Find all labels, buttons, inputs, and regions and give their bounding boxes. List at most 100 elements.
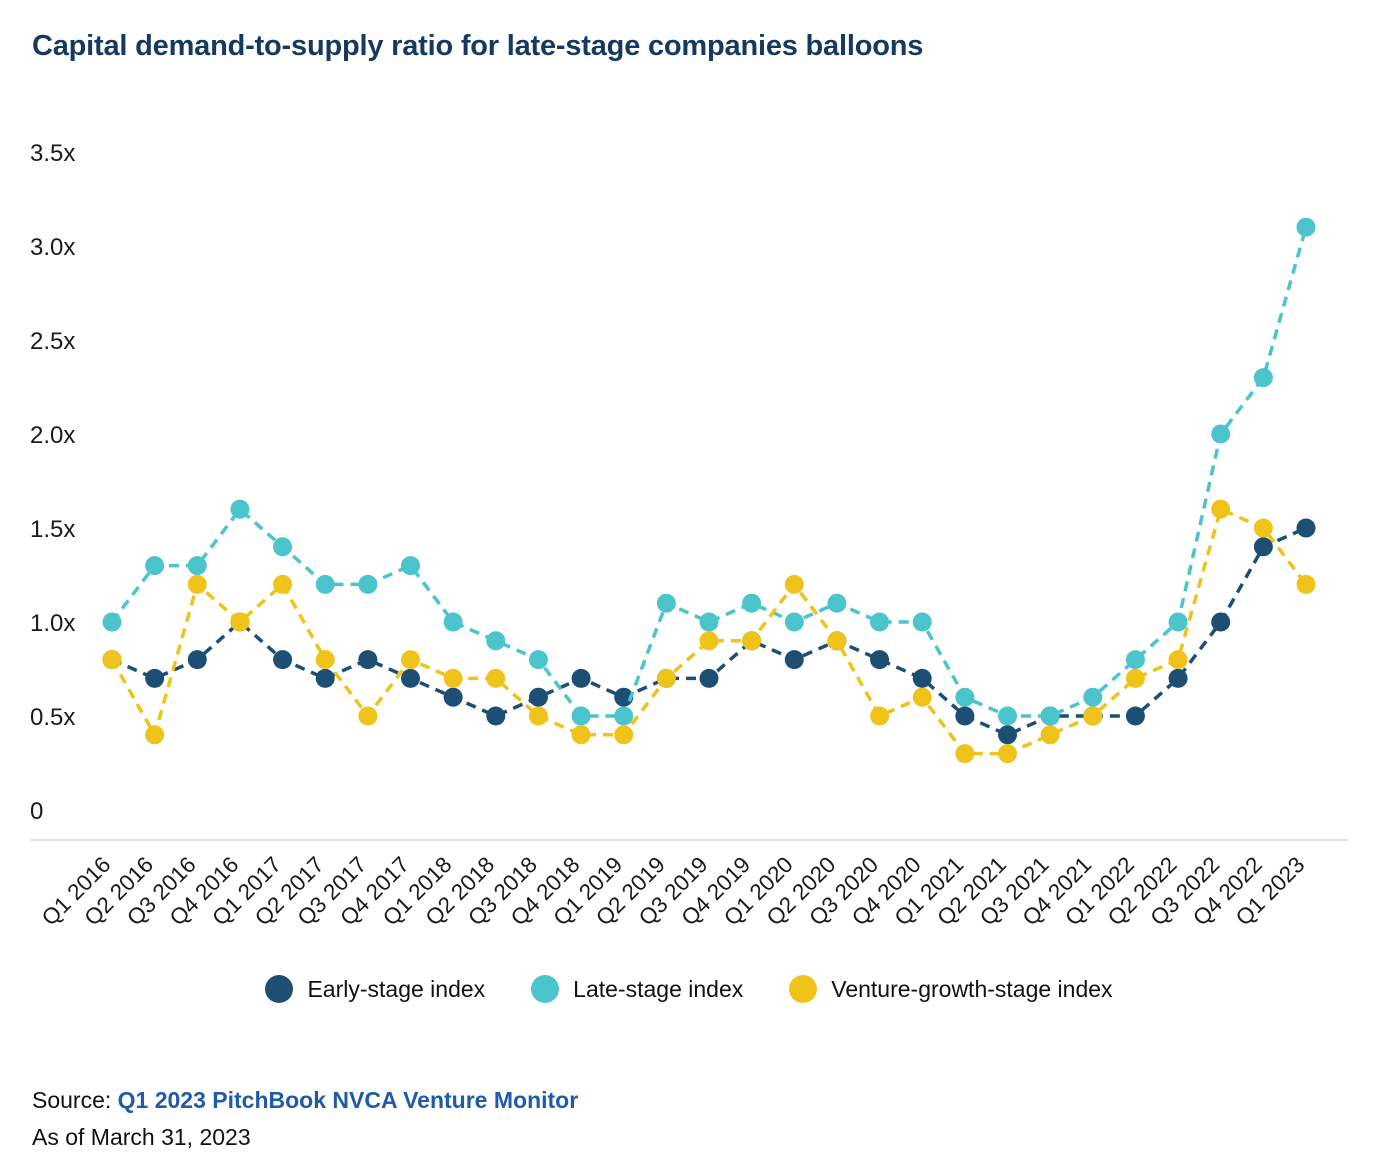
data-point-late-stage-index (1125, 650, 1145, 670)
y-tick-label: 3.0x (30, 234, 75, 261)
data-point-early-stage-index (528, 687, 548, 707)
data-point-venture-growth-stage-index (401, 650, 420, 670)
legend-dot-late-stage-index (531, 975, 560, 1003)
data-point-early-stage-index (998, 725, 1017, 745)
data-point-late-stage-index (401, 556, 420, 576)
data-point-venture-growth-stage-index (486, 668, 506, 688)
data-point-venture-growth-stage-index (742, 631, 762, 651)
data-point-early-stage-index (571, 668, 591, 688)
data-point-venture-growth-stage-index (230, 612, 250, 632)
data-point-late-stage-index (955, 687, 975, 707)
data-point-venture-growth-stage-index (827, 631, 847, 651)
legend-dot-early-stage-index (265, 975, 294, 1003)
legend-label-venture-growth-stage-index: Venture-growth-stage index (831, 975, 1113, 1002)
data-point-early-stage-index (145, 668, 165, 688)
source-line: Source: Q1 2023 PitchBook NVCA Venture M… (32, 1082, 578, 1119)
data-point-venture-growth-stage-index (102, 650, 122, 670)
y-tick-label: 2.0x (30, 422, 75, 449)
legend-item-venture-growth-stage-index: Venture-growth-stage index (789, 975, 1113, 1003)
data-point-early-stage-index (187, 650, 207, 670)
y-tick-label: 0.5x (30, 704, 75, 731)
data-point-venture-growth-stage-index (1296, 574, 1316, 594)
data-point-venture-growth-stage-index (699, 631, 719, 651)
data-point-late-stage-index (827, 593, 847, 613)
data-point-early-stage-index (1296, 518, 1316, 538)
data-point-venture-growth-stage-index (187, 574, 207, 594)
data-point-venture-growth-stage-index (315, 650, 335, 670)
data-point-venture-growth-stage-index (955, 744, 975, 764)
data-point-late-stage-index (784, 612, 804, 632)
data-point-early-stage-index (1211, 612, 1231, 632)
data-point-venture-growth-stage-index (614, 725, 634, 745)
data-point-late-stage-index (699, 612, 719, 632)
data-point-late-stage-index (1040, 706, 1060, 726)
data-point-late-stage-index (1083, 687, 1103, 707)
data-point-early-stage-index (486, 706, 506, 726)
data-point-early-stage-index (955, 706, 975, 726)
legend-dot-venture-growth-stage-index (789, 975, 818, 1003)
data-point-venture-growth-stage-index (1083, 706, 1103, 726)
data-point-late-stage-index (1296, 217, 1316, 237)
as-of-date: As of March 31, 2023 (32, 1123, 251, 1150)
data-point-venture-growth-stage-index (912, 687, 932, 707)
data-point-venture-growth-stage-index (784, 574, 804, 594)
data-point-late-stage-index (742, 593, 762, 613)
data-point-late-stage-index (571, 706, 591, 726)
chart-title: Capital demand-to-supply ratio for late-… (32, 30, 924, 62)
data-point-early-stage-index (273, 650, 293, 670)
data-point-early-stage-index (401, 668, 420, 688)
data-point-late-stage-index (1168, 612, 1188, 632)
data-point-late-stage-index (912, 612, 932, 632)
data-point-early-stage-index (315, 668, 335, 688)
source-link[interactable]: Q1 2023 PitchBook NVCA Venture Monitor (117, 1087, 579, 1113)
data-point-venture-growth-stage-index (656, 668, 676, 688)
data-point-late-stage-index (656, 593, 676, 613)
y-tick-label: 0 (30, 798, 43, 825)
data-point-early-stage-index (1125, 706, 1145, 726)
data-point-late-stage-index (315, 574, 335, 594)
data-point-venture-growth-stage-index (571, 725, 591, 745)
data-point-venture-growth-stage-index (528, 706, 548, 726)
y-tick-label: 3.5x (30, 140, 75, 167)
y-tick-label: 2.5x (30, 328, 75, 355)
data-point-early-stage-index (1168, 668, 1188, 688)
data-point-early-stage-index (912, 668, 932, 688)
y-tick-label: 1.0x (30, 610, 75, 637)
data-point-early-stage-index (870, 650, 890, 670)
data-point-early-stage-index (614, 687, 634, 707)
data-point-late-stage-index (273, 537, 293, 557)
legend-item-early-stage-index: Early-stage index (265, 975, 485, 1003)
data-point-venture-growth-stage-index (1253, 518, 1273, 538)
data-point-late-stage-index (187, 556, 207, 576)
data-point-venture-growth-stage-index (145, 725, 165, 745)
data-point-early-stage-index (443, 687, 463, 707)
legend-label-late-stage-index: Late-stage index (573, 975, 744, 1002)
source-block: Source: Q1 2023 PitchBook NVCA Venture M… (32, 1082, 578, 1156)
data-point-venture-growth-stage-index (358, 706, 378, 726)
data-point-venture-growth-stage-index (1125, 668, 1145, 688)
data-point-early-stage-index (699, 668, 719, 688)
data-point-late-stage-index (1253, 368, 1273, 388)
data-point-venture-growth-stage-index (870, 706, 890, 726)
source-prefix: Source: (32, 1087, 118, 1113)
line-venture-growth-stage-index (110, 506, 1308, 756)
data-point-late-stage-index (230, 499, 250, 519)
data-point-venture-growth-stage-index (443, 668, 463, 688)
data-point-early-stage-index (358, 650, 378, 670)
data-point-late-stage-index (1211, 424, 1231, 444)
line-late-stage-index (110, 226, 1308, 718)
data-point-venture-growth-stage-index (1168, 650, 1188, 670)
data-point-late-stage-index (443, 612, 463, 632)
data-point-early-stage-index (1253, 537, 1273, 557)
data-point-venture-growth-stage-index (1211, 499, 1231, 519)
data-point-late-stage-index (870, 612, 890, 632)
data-point-late-stage-index (998, 706, 1017, 726)
data-point-late-stage-index (358, 574, 378, 594)
chart-legend: Early-stage index Late-stage index Venture… (0, 975, 1378, 1003)
data-point-venture-growth-stage-index (273, 574, 293, 594)
data-point-late-stage-index (486, 631, 506, 651)
data-point-late-stage-index (145, 556, 165, 576)
data-point-late-stage-index (528, 650, 548, 670)
